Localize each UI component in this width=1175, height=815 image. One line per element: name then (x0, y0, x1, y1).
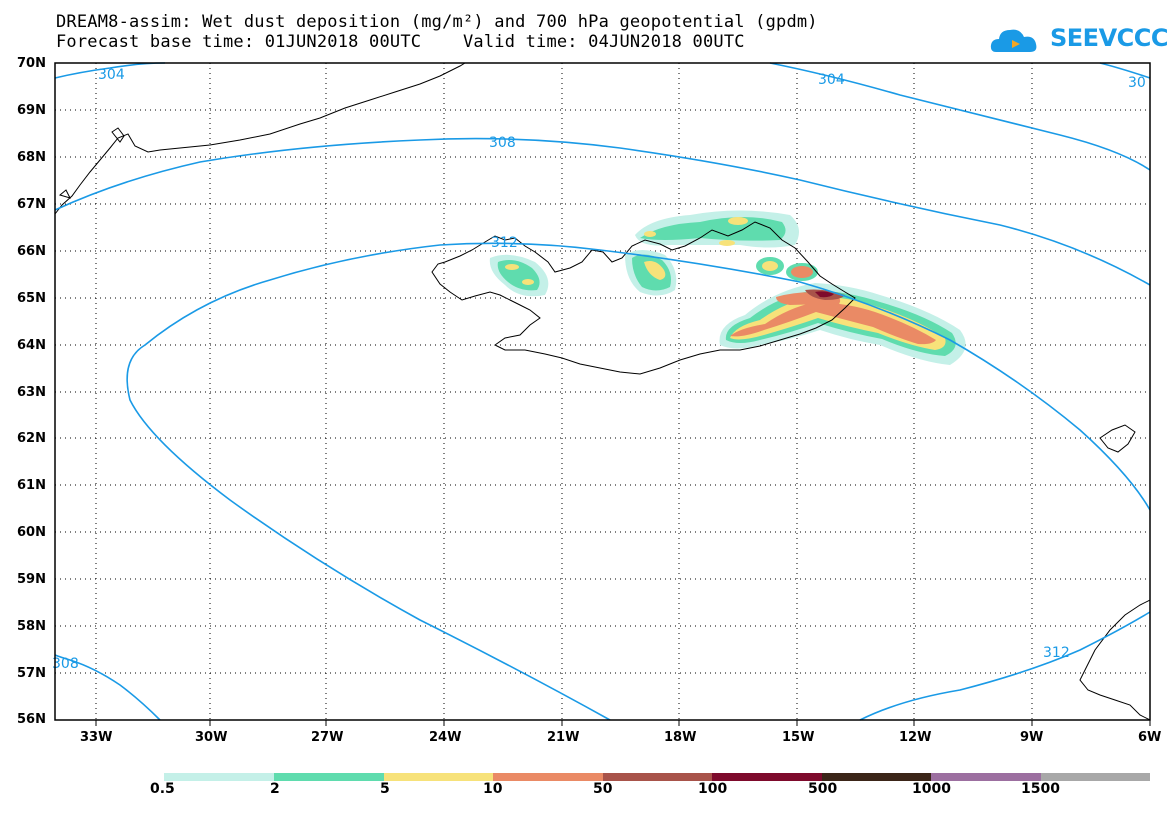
colorbar-label: 0.5 (150, 781, 175, 797)
lat-label: 58N (17, 619, 46, 634)
colorbar (164, 773, 1150, 781)
colorbar-bin (822, 773, 931, 781)
lon-label: 27W (311, 730, 344, 745)
lon-label: 15W (782, 730, 815, 745)
logo-text: SEEVCCC (1050, 24, 1169, 52)
axis-ticks (95, 720, 1151, 726)
colorbar-bin (1041, 773, 1150, 781)
lon-label: 12W (899, 730, 932, 745)
contour-label: 312 (491, 235, 518, 251)
lon-label: 30W (195, 730, 228, 745)
colorbar-label: 1500 (1021, 781, 1060, 797)
lon-label: 6W (1138, 730, 1162, 745)
lat-label: 68N (17, 150, 46, 165)
lat-label: 67N (17, 197, 46, 212)
lat-label: 60N (17, 525, 46, 540)
colorbar-bin (931, 773, 1041, 781)
colorbar-bin (164, 773, 274, 781)
lat-label: 61N (17, 478, 46, 493)
contour-label: 304 (98, 67, 125, 83)
contour-label: 308 (52, 656, 79, 672)
colorbar-label: 10 (483, 781, 503, 797)
grid-lines (55, 63, 1150, 720)
geopotential-contours (54, 62, 1151, 721)
seevccc-logo (990, 29, 1037, 52)
lat-label: 65N (17, 291, 46, 306)
lat-label: 66N (17, 244, 46, 259)
lon-label: 33W (80, 730, 113, 745)
colorbar-bin (274, 773, 384, 781)
colorbar-label: 1000 (912, 781, 951, 797)
contour-label: 304 (818, 72, 845, 88)
lat-label: 59N (17, 572, 46, 587)
lon-label: 24W (429, 730, 462, 745)
colorbar-label: 500 (808, 781, 838, 797)
colorbar-label: 2 (270, 781, 280, 797)
arrow-icon (1012, 40, 1020, 48)
colorbar-label: 100 (698, 781, 728, 797)
colorbar-bin (384, 773, 493, 781)
lat-label: 63N (17, 385, 46, 400)
map-frame (54, 62, 1151, 721)
colorbar-label: 5 (380, 781, 390, 797)
colorbar-bin (603, 773, 712, 781)
colorbar-label: 50 (593, 781, 613, 797)
colorbar-bin (493, 773, 603, 781)
colorbar-bin (712, 773, 822, 781)
contour-label: 312 (1043, 645, 1070, 661)
lat-label: 56N (17, 712, 46, 727)
contour-label: 308 (489, 135, 516, 151)
contour-label-group: 304 304 30 308 312 308 312 (52, 67, 1146, 672)
deposition-shading (489, 210, 966, 365)
forecast-times: Forecast base time: 01JUN2018 00UTC Vali… (56, 32, 745, 52)
lat-label: 69N (17, 103, 46, 118)
lon-label: 21W (547, 730, 580, 745)
lat-label: 57N (17, 666, 46, 681)
lon-label: 9W (1020, 730, 1044, 745)
lat-label: 70N (17, 56, 46, 71)
lat-label: 64N (17, 338, 46, 353)
lat-label: 62N (17, 431, 46, 446)
lon-label: 18W (664, 730, 697, 745)
contour-label: 30 (1128, 75, 1146, 91)
map-title: DREAM8-assim: Wet dust deposition (mg/m²… (56, 12, 818, 32)
